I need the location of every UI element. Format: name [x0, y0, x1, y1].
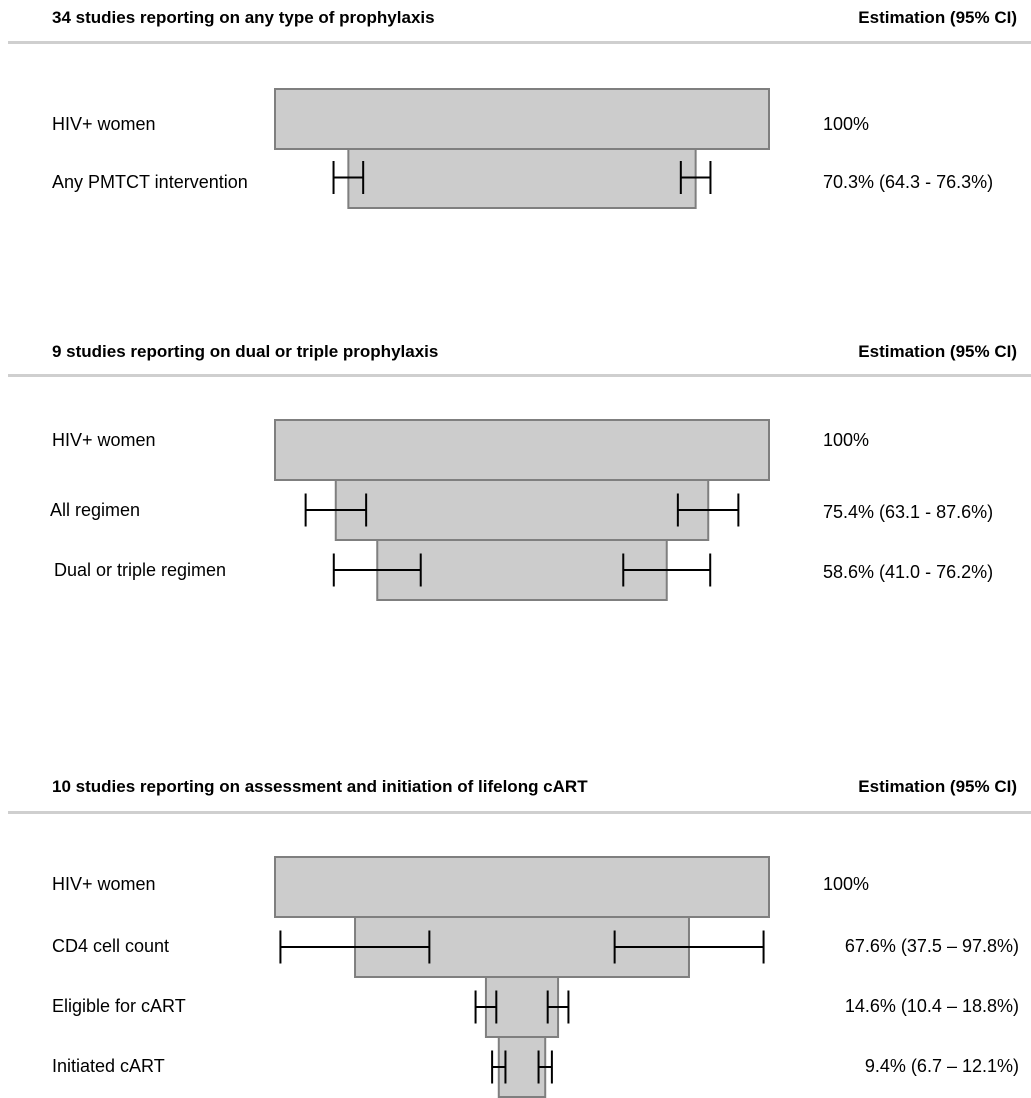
estimation-header: Estimation (95% CI)	[858, 342, 1017, 361]
divider	[8, 374, 1031, 377]
panel-title: 34 studies reporting on any type of prop…	[52, 8, 435, 27]
row-label: Dual or triple regimen	[54, 560, 227, 580]
estimate-label: 100%	[823, 114, 870, 134]
estimate-label: 14.6% (10.4 – 18.8%)	[844, 996, 1019, 1016]
estimate-label: 100%	[823, 874, 870, 894]
estimate-label: 58.6% (41.0 - 76.2%)	[823, 562, 994, 582]
estimation-header: Estimation (95% CI)	[858, 777, 1017, 796]
funnel-bar	[274, 88, 770, 150]
row-label: CD4 cell count	[52, 936, 170, 956]
row-label: HIV+ women	[52, 874, 156, 894]
row-label: All regimen	[50, 500, 141, 520]
estimate-label: 70.3% (64.3 - 76.3%)	[823, 172, 994, 192]
estimate-label: 67.6% (37.5 – 97.8%)	[844, 936, 1019, 956]
estimate-label: 100%	[823, 430, 870, 450]
panel-title: 10 studies reporting on assessment and i…	[52, 777, 588, 796]
estimation-header: Estimation (95% CI)	[858, 8, 1017, 27]
estimate-label: 75.4% (63.1 - 87.6%)	[823, 502, 994, 522]
divider	[8, 811, 1031, 814]
estimate-label: 9.4% (6.7 – 12.1%)	[864, 1056, 1019, 1076]
row-label: Any PMTCT intervention	[52, 172, 248, 192]
funnel-bar	[274, 856, 770, 918]
divider	[8, 41, 1031, 44]
funnel-bar	[334, 479, 710, 541]
row-label: HIV+ women	[52, 430, 156, 450]
funnel-bar	[274, 419, 770, 481]
row-label: Eligible for cART	[52, 996, 186, 1016]
row-label: Initiated cART	[52, 1056, 165, 1076]
row-label: HIV+ women	[52, 114, 156, 134]
panel-title: 9 studies reporting on dual or triple pr…	[52, 342, 439, 361]
funnel-bar	[347, 148, 697, 209]
